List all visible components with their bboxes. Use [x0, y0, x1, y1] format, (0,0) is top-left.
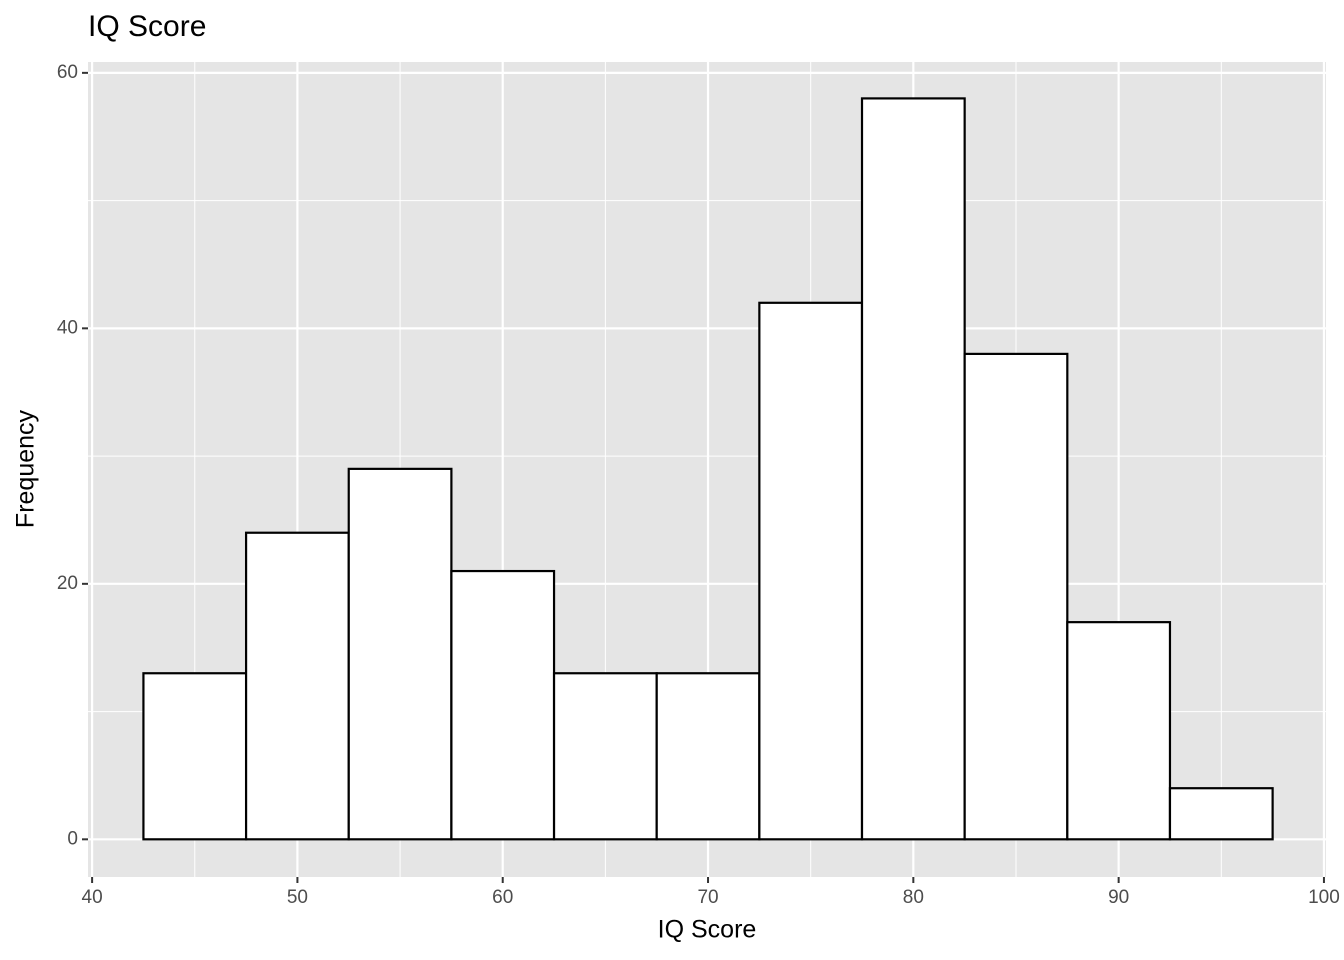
y-tick-label: 0: [67, 828, 78, 849]
chart-title: IQ Score: [88, 10, 206, 43]
x-tick-label: 80: [903, 887, 924, 908]
x-tick-label: 100: [1308, 887, 1340, 908]
x-tick-label: 60: [492, 887, 513, 908]
x-tick-label: 40: [82, 887, 103, 908]
x-axis-label: IQ Score: [658, 916, 757, 944]
bar: [860, 97, 966, 841]
x-tick-label: 90: [1108, 887, 1129, 908]
x-tick-label: 70: [697, 887, 718, 908]
bar: [758, 301, 864, 841]
bar: [1066, 621, 1172, 841]
y-tick-label: 60: [57, 62, 78, 83]
bar: [552, 672, 658, 841]
bar: [1168, 787, 1274, 841]
bar: [963, 352, 1069, 841]
bar: [142, 672, 248, 841]
bar: [244, 531, 350, 841]
y-tick-label: 20: [57, 573, 78, 594]
bar: [347, 467, 453, 841]
y-axis-label: Frequency: [12, 409, 40, 528]
y-tick-label: 40: [57, 317, 78, 338]
bar: [655, 672, 761, 841]
x-tick-label: 50: [287, 887, 308, 908]
bar: [450, 569, 556, 841]
